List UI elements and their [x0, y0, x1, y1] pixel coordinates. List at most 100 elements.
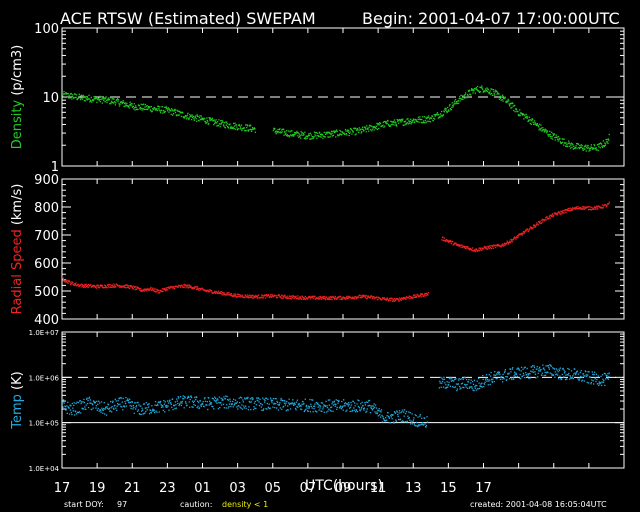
data-point	[470, 379, 472, 381]
x-tick-label: 11	[370, 481, 387, 496]
data-point	[588, 148, 591, 150]
data-point	[84, 286, 86, 289]
data-point	[275, 130, 278, 132]
data-point	[374, 404, 377, 406]
data-point	[604, 384, 606, 387]
series-temp	[62, 364, 610, 428]
data-point	[140, 103, 142, 105]
data-point	[410, 123, 412, 125]
data-point	[170, 113, 172, 115]
data-point	[190, 286, 192, 288]
data-point	[312, 297, 314, 299]
data-point	[426, 117, 428, 120]
data-point	[200, 289, 202, 291]
data-point	[508, 105, 511, 107]
data-point	[90, 284, 92, 286]
data-point	[81, 283, 83, 286]
data-point	[469, 247, 471, 249]
data-point	[515, 109, 518, 111]
data-point	[383, 297, 385, 299]
data-point	[241, 294, 244, 296]
data-point	[94, 401, 96, 403]
data-point	[360, 128, 362, 131]
data-point	[123, 101, 125, 104]
data-point	[456, 103, 458, 105]
data-point	[570, 370, 573, 372]
data-point	[323, 404, 325, 406]
y-axis-label: Density (p/cm3)	[10, 45, 25, 149]
data-point	[459, 388, 461, 390]
data-point	[172, 286, 174, 289]
data-point	[550, 364, 552, 366]
data-point	[585, 207, 587, 209]
data-point	[423, 295, 425, 297]
data-point	[415, 414, 417, 417]
data-point	[64, 96, 67, 99]
data-point	[544, 217, 547, 219]
data-point	[78, 411, 80, 413]
data-point	[204, 400, 207, 403]
data-point	[193, 287, 196, 289]
data-point	[104, 284, 106, 286]
data-point	[309, 410, 312, 413]
data-point	[403, 124, 405, 126]
data-point	[84, 283, 86, 286]
data-point	[378, 127, 380, 130]
data-point	[345, 410, 347, 412]
data-point	[482, 374, 484, 377]
data-point	[581, 380, 583, 382]
data-point	[106, 101, 108, 104]
data-point	[503, 244, 505, 246]
data-point	[322, 406, 324, 408]
data-point	[459, 386, 461, 388]
data-point	[321, 402, 324, 404]
data-point	[568, 140, 570, 142]
data-point	[447, 110, 449, 112]
data-point	[257, 296, 259, 298]
y-tick-label: 1.0E+07	[29, 329, 59, 337]
data-point	[393, 300, 396, 302]
data-point	[218, 396, 220, 398]
data-point	[127, 286, 129, 289]
data-point	[556, 213, 558, 216]
data-point	[234, 294, 236, 297]
data-point	[153, 109, 155, 111]
data-point	[504, 370, 506, 373]
data-point	[562, 211, 564, 214]
data-point	[331, 298, 333, 301]
data-point	[249, 398, 251, 400]
data-point	[299, 296, 301, 298]
data-point	[276, 401, 279, 404]
data-point	[362, 128, 364, 131]
data-point	[392, 299, 395, 302]
data-point	[487, 245, 489, 248]
data-point	[413, 296, 416, 299]
data-point	[197, 115, 199, 118]
data-point	[104, 98, 106, 100]
data-point	[334, 131, 336, 133]
data-point	[156, 109, 159, 112]
data-point	[547, 134, 550, 136]
data-point	[456, 388, 458, 390]
data-point	[106, 286, 108, 289]
data-point	[355, 411, 357, 413]
data-point	[360, 296, 362, 299]
data-point	[64, 406, 67, 408]
data-point	[471, 386, 473, 388]
data-point	[146, 105, 148, 107]
data-point	[232, 126, 234, 128]
data-point	[245, 124, 247, 126]
series-speed	[62, 201, 610, 303]
data-point	[283, 134, 285, 136]
data-point	[363, 407, 366, 409]
data-point	[303, 137, 306, 140]
data-point	[595, 208, 597, 210]
data-point	[221, 119, 223, 122]
data-point	[491, 245, 494, 248]
data-point	[367, 295, 369, 297]
data-point	[344, 402, 347, 404]
data-point	[93, 96, 95, 98]
data-point	[251, 297, 253, 299]
data-point	[251, 397, 254, 399]
data-point	[252, 294, 254, 296]
